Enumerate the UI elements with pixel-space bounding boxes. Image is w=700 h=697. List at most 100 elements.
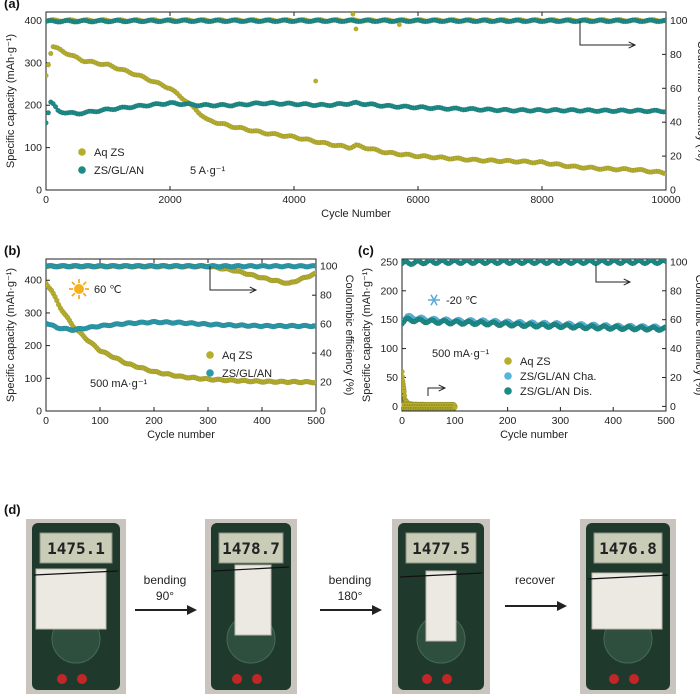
process-step: bending 180° (320, 573, 382, 615)
y2-tick-label: 60 (320, 319, 332, 331)
step-arrow-head (557, 601, 567, 611)
y-tick-label: 200 (380, 285, 398, 297)
panel-label: (b) (4, 243, 21, 258)
y-tick-label: 100 (24, 373, 42, 385)
series-aq-zs (46, 280, 316, 386)
probe-wire (212, 566, 290, 572)
y-tick-label: 100 (24, 142, 42, 154)
chart-panel-b: 0 100 200 300 400 500010020030040002040608010… (4, 243, 355, 441)
outlier-point (353, 26, 359, 32)
data-point (663, 259, 666, 265)
y2-tick-label: 80 (670, 49, 682, 61)
data-point (663, 109, 666, 115)
x-axis-title: Cycle Number (321, 208, 391, 220)
step-angle: 90° (156, 589, 174, 603)
chart-panel-c: 0 100 200 300 400 500 0 50 100 150 200 250 0 20 40 60 80… (358, 243, 700, 441)
x-tick-label: 8000 (530, 194, 554, 206)
step-label: bending (329, 573, 372, 587)
x-tick-label: 500 (657, 415, 675, 427)
legend-marker (206, 369, 214, 377)
x-tick-label: 100 (91, 415, 109, 427)
legend-marker (206, 351, 214, 359)
y-tick-label: 100 (380, 343, 398, 355)
y2-tick-label: 0 (670, 401, 676, 413)
data-point (46, 62, 51, 68)
series-zs-gl-an-ce (402, 259, 666, 268)
multimeter-photo: 1478.7 (205, 519, 297, 694)
y2-tick-label: 0 (320, 406, 326, 418)
data-point (46, 110, 51, 116)
legend-label: ZS/GL/AN Cha. (520, 371, 596, 383)
y2-tick-label: 20 (320, 377, 332, 389)
x-tick-label: 400 (604, 415, 622, 427)
legend-label: ZS/GL/AN (94, 165, 144, 177)
red-probe-jack (609, 674, 619, 684)
data-point (402, 369, 405, 375)
y2-tick-label: 60 (670, 314, 682, 326)
data-point (313, 322, 316, 329)
panel-label: (c) (358, 243, 374, 258)
legend-marker (78, 148, 86, 156)
snowflake-icon (428, 294, 440, 306)
step-label: bending (144, 573, 187, 587)
y2-axis-title: Coulombic efficiency (%) (695, 41, 700, 162)
ce-axis-arrow-head (249, 286, 258, 294)
probe-wire (33, 570, 119, 576)
x-tick-label: 10000 (651, 194, 680, 206)
step-arrow-head (372, 605, 382, 615)
ce-axis-arrow-head (628, 41, 637, 49)
y-axis-title: Specific capacity (mAh·g⁻¹) (361, 268, 373, 402)
y-tick-label: 0 (36, 185, 42, 197)
ce-axis-arrow (595, 264, 630, 283)
y-tick-label: 50 (386, 372, 398, 384)
current-density-label: 5 A·g⁻¹ (190, 165, 225, 177)
x-tick-label: 6000 (406, 194, 430, 206)
series-zs-gl-an-dis- (402, 315, 666, 334)
ce-axis-arrow-low (427, 387, 445, 396)
data-point (663, 17, 666, 23)
ce-axis-arrow (209, 266, 256, 291)
probe-wire (587, 574, 669, 580)
panel-label: (d) (4, 502, 21, 517)
sun-icon (69, 279, 89, 299)
data-point (52, 104, 59, 110)
probe-wire (399, 572, 483, 578)
legend-label: ZS/GL/AN Dis. (520, 386, 592, 398)
y-tick-label: 300 (24, 57, 42, 69)
x-tick-label: 0 (43, 194, 49, 206)
pouch-cell (425, 570, 457, 642)
outlier-point (313, 78, 319, 84)
multimeter-photo: 1475.1 (26, 519, 126, 694)
chart-panel-a: 0 2000 4000 6000 8000 10000010020030040002040… (4, 0, 700, 220)
temperature-label: 60 ℃ (94, 284, 122, 296)
data-point (313, 263, 316, 269)
x-tick-label: 0 (399, 415, 405, 427)
plot-frame (401, 258, 667, 412)
step-arrow-head (187, 605, 197, 615)
x-tick-label: 300 (552, 415, 570, 427)
series-zs-gl-an-ce (46, 262, 316, 270)
plot-area (46, 262, 316, 386)
lcd-screen (39, 532, 113, 564)
panel-label: (a) (4, 0, 20, 11)
red-probe-jack (442, 674, 452, 684)
plot-frame (45, 258, 317, 412)
y-tick-label: 400 (24, 15, 42, 27)
x-tick-label: 100 (446, 415, 464, 427)
pouch-cell (591, 572, 663, 630)
x-axis-title: Cycle number (147, 429, 215, 441)
y2-tick-label: 100 (670, 15, 688, 27)
outlier-point (397, 22, 402, 28)
y-tick-label: 0 (36, 406, 42, 418)
data-point (46, 73, 49, 79)
voltage-reading: 1475.1 (47, 539, 105, 558)
red-probe-jack (57, 674, 67, 684)
data-point (313, 379, 316, 385)
y2-axis-title: Coulombic efficiency (%) (693, 275, 700, 396)
step-angle: 180° (338, 589, 363, 603)
legend-label: Aq ZS (222, 350, 253, 362)
legend-label: Aq ZS (520, 356, 551, 368)
current-density-label: 500 mA·g⁻¹ (432, 348, 489, 360)
series-aq-zs (46, 44, 666, 177)
